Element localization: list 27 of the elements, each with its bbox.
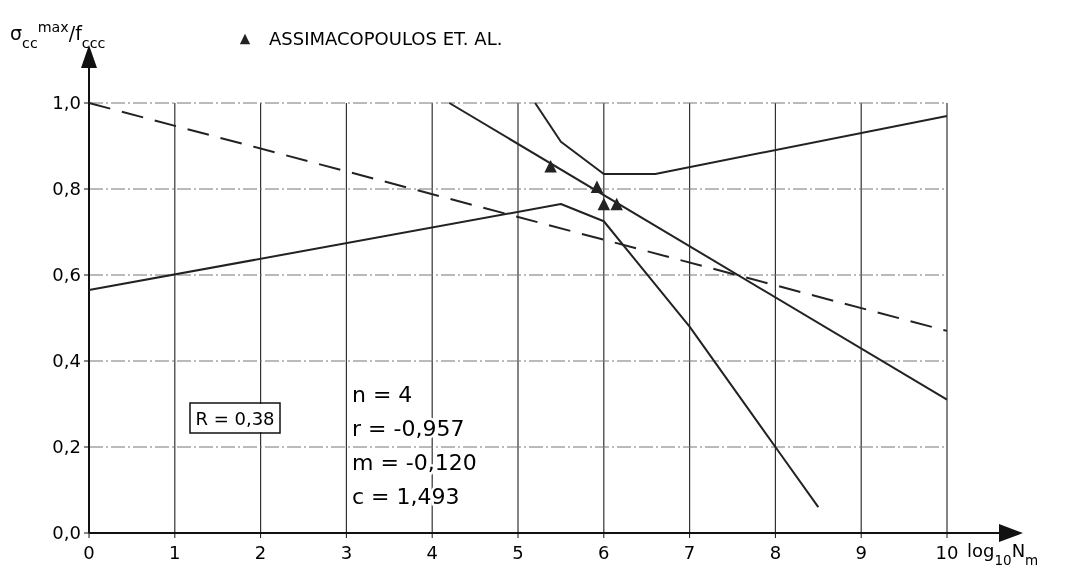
x-tick-label: 10 (935, 542, 959, 563)
x-tick-label: 9 (855, 542, 867, 563)
x-tick-label: 2 (254, 542, 267, 563)
legend-label: ASSIMACOPOULOS ET. AL. (269, 28, 503, 49)
y-tick-label: 0,0 (52, 522, 81, 543)
x-tick-label: 6 (598, 542, 610, 563)
y-tick-label: 1,0 (52, 92, 81, 113)
y-tick-label: 0,6 (52, 264, 81, 285)
point (544, 159, 557, 173)
annotation: n = 4 (352, 382, 413, 407)
point (597, 197, 611, 211)
x-tick-label: 3 (340, 542, 353, 563)
x-tick-label: 1 (169, 542, 181, 563)
x-tick-label: 5 (512, 542, 524, 563)
y-tick-label: 0,4 (52, 350, 81, 371)
point (610, 197, 623, 211)
line-series (534, 102, 948, 175)
x-tick-label: 4 (426, 542, 438, 563)
y-tick-label: 0,2 (52, 436, 81, 457)
x-tick-label: 0 (83, 542, 95, 563)
y-axis-title: σ$_{cc}$$^{max}$/f$_{ccc}$ (10, 19, 106, 51)
x-tick-label: 8 (769, 542, 782, 563)
x-axis-title: log$_{10}$N$_{m}$ (967, 540, 1039, 568)
y-tick-label: 0,8 (52, 178, 81, 199)
annotation: R = 0,38 (195, 408, 275, 429)
point (590, 180, 604, 194)
x-tick-label: 7 (683, 542, 696, 563)
